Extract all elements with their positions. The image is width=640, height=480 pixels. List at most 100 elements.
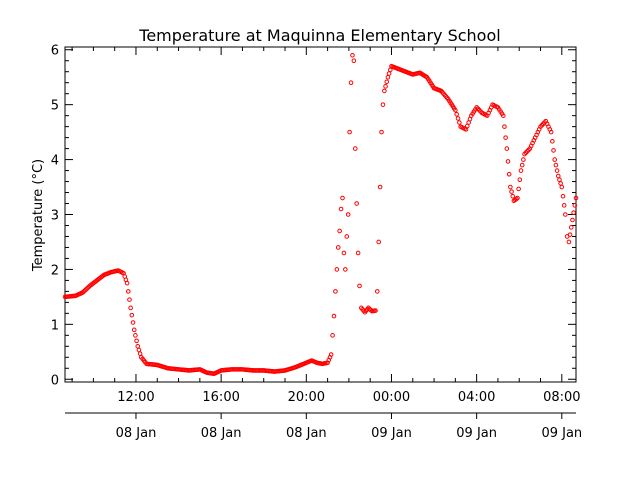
x-tick-time-label: 12:00 [117, 390, 154, 405]
x-tick-time-label: 20:00 [288, 390, 325, 405]
data-point [134, 338, 139, 344]
data-point [563, 212, 568, 217]
x-tick-date-label: 09 Jan [541, 426, 582, 441]
chart-title: Temperature at Maquinna Elementary Schoo… [138, 26, 500, 45]
data-point [382, 88, 387, 94]
y-axis-ticks: 0 1 2 3 4 5 6 [51, 44, 576, 388]
x-tick-date-label: 09 Jan [456, 426, 497, 441]
data-point [500, 113, 506, 118]
x-tick-time-label: 16:00 [202, 390, 239, 405]
data-point [129, 312, 135, 318]
data-point [504, 146, 510, 151]
data-point [521, 157, 526, 162]
data-point [345, 212, 351, 217]
data-point [518, 168, 524, 173]
plot-frame [64, 46, 577, 383]
data-points [62, 52, 579, 377]
data-point [350, 52, 355, 58]
data-point [338, 206, 344, 212]
data-point [340, 195, 345, 201]
x-tick-date-label: 09 Jan [371, 426, 412, 441]
data-point [510, 193, 516, 199]
data-point [508, 184, 513, 190]
data-point [376, 239, 381, 245]
data-point [551, 148, 556, 153]
data-point [558, 181, 563, 186]
data-point [135, 344, 141, 349]
data-point [509, 189, 514, 194]
data-point [377, 184, 383, 190]
data-point [374, 289, 380, 294]
x-tick-time-label: 04:00 [458, 390, 495, 405]
data-point [573, 195, 579, 201]
data-point [373, 308, 378, 313]
data-point [343, 267, 348, 272]
data-point [454, 111, 459, 117]
y-tick-label: 3 [51, 209, 59, 224]
x-tick-time-label: 00:00 [373, 390, 410, 405]
y-tick-label: 6 [51, 44, 59, 59]
data-point [334, 267, 340, 272]
data-point [330, 333, 335, 338]
data-point [386, 71, 392, 76]
y-axis-label: Temperature (°C) [31, 159, 46, 272]
data-point [453, 107, 458, 113]
data-point [383, 84, 388, 89]
data-point [335, 245, 341, 250]
x-tick-date-label: 08 Jan [201, 426, 242, 441]
data-point [568, 225, 574, 230]
data-point [566, 239, 572, 245]
data-point [555, 173, 561, 179]
data-point [517, 177, 523, 183]
data-point [337, 228, 342, 234]
data-point [572, 203, 578, 208]
data-point [333, 289, 338, 294]
data-point [570, 217, 575, 223]
data-point [506, 171, 512, 177]
data-point [124, 280, 130, 286]
data-point [548, 129, 554, 135]
data-point [385, 74, 391, 80]
data-point [328, 352, 334, 357]
data-point [354, 201, 359, 206]
data-point [355, 250, 361, 256]
data-point [352, 146, 358, 151]
x-tick-date-label: 08 Jan [116, 426, 157, 441]
data-point [503, 135, 508, 140]
data-point [505, 159, 511, 164]
data-point [347, 129, 352, 135]
data-point [552, 157, 558, 162]
data-point [571, 210, 576, 215]
data-point [515, 195, 520, 201]
data-point [380, 102, 386, 107]
data-point [519, 162, 525, 168]
data-point [455, 116, 461, 121]
data-point [457, 120, 462, 125]
x-tick-date-label: 08 Jan [286, 426, 327, 441]
data-point [341, 250, 347, 256]
data-point [348, 80, 354, 85]
data-point [127, 297, 132, 302]
data-point [351, 58, 357, 64]
data-point [357, 283, 362, 289]
data-point [130, 320, 136, 325]
data-point [553, 162, 559, 168]
data-point [125, 289, 131, 294]
y-tick-label: 2 [51, 263, 59, 278]
data-point [560, 193, 566, 199]
data-point [550, 138, 555, 144]
data-point [384, 79, 390, 85]
data-point [136, 347, 142, 353]
y-tick-label: 4 [51, 154, 59, 169]
data-point [131, 327, 137, 333]
data-point [554, 168, 560, 173]
data-point [137, 351, 143, 356]
data-point [331, 313, 337, 319]
y-tick-label: 5 [51, 99, 59, 114]
data-point [516, 186, 521, 192]
data-point [559, 184, 565, 190]
data-point [379, 129, 384, 135]
data-point [344, 234, 350, 239]
data-point [557, 177, 562, 183]
